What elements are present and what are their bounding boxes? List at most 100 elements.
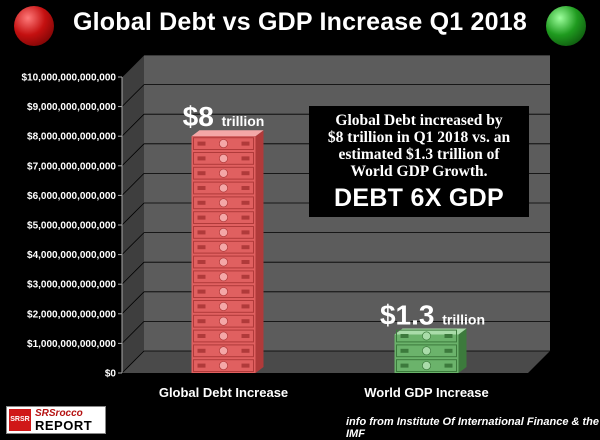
- logo-line-top: SRSrocco: [35, 408, 83, 419]
- source-note: info from Institute Of International Fin…: [346, 416, 600, 440]
- dollar-bill: [193, 300, 254, 313]
- bill-seal: [241, 141, 250, 146]
- bill-portrait: [219, 198, 228, 208]
- bill-seal: [400, 334, 409, 338]
- bar-value-label: $8 trillion: [183, 101, 265, 132]
- bill-seal: [241, 156, 250, 161]
- bill-seal: [241, 363, 250, 368]
- dollar-bill: [193, 329, 254, 343]
- dollar-bill: [193, 137, 254, 150]
- callout-line-1: Global Debt increased by: [335, 112, 503, 129]
- bar-world-gdp: $1.3 trillion World GDP Increase: [364, 300, 489, 400]
- bar-side-face: [458, 328, 467, 373]
- bill-portrait: [422, 346, 431, 356]
- bill-seal: [241, 289, 250, 294]
- bill-seal: [197, 348, 206, 353]
- bill-portrait: [219, 287, 228, 297]
- dollar-bill: [193, 166, 254, 180]
- bill-seal: [241, 200, 250, 205]
- bill-portrait: [219, 139, 228, 149]
- bill-portrait: [219, 301, 228, 311]
- bill-seal: [197, 141, 206, 146]
- dollar-bill: [193, 196, 254, 210]
- bill-seal: [241, 348, 250, 353]
- y-tick-label: $9,000,000,000,000: [27, 102, 116, 113]
- y-tick-label: $0: [105, 369, 117, 380]
- y-tick-label: $4,000,000,000,000: [27, 250, 116, 261]
- bill-seal: [444, 348, 453, 353]
- dollar-bill: [193, 270, 254, 284]
- bill-seal: [400, 348, 409, 353]
- bill-seal: [197, 334, 206, 338]
- bill-portrait: [219, 331, 228, 341]
- bill-seal: [197, 186, 206, 190]
- bill-seal: [241, 260, 250, 264]
- bill-seal: [197, 274, 206, 279]
- y-tick-label: $5,000,000,000,000: [27, 221, 116, 232]
- srsrocco-logo: SRSR SRSrocco REPORT: [6, 406, 106, 434]
- bill-seal: [197, 304, 206, 309]
- callout-line-4: World GDP Growth.: [350, 163, 488, 180]
- gridline-side: [121, 54, 145, 78]
- dollar-bill: [396, 359, 457, 373]
- dollar-bill: [193, 181, 254, 195]
- bill-portrait: [219, 272, 228, 282]
- dollar-bill: [193, 211, 254, 224]
- gridline-side: [121, 84, 145, 107]
- gridline-side: [121, 291, 145, 315]
- bill-portrait: [219, 168, 228, 178]
- dollar-bill: [193, 226, 254, 239]
- bill-seal: [444, 334, 453, 338]
- bill-portrait: [219, 316, 228, 326]
- dollar-bill: [193, 285, 254, 299]
- callout-line-2: $8 trillion in Q1 2018 vs. an: [327, 129, 511, 146]
- bill-seal: [400, 363, 409, 368]
- bill-seal: [241, 230, 250, 235]
- dollar-bill: [396, 344, 457, 358]
- bar-value-big: $8: [183, 101, 222, 132]
- gridline-side: [121, 232, 145, 255]
- bill-seal: [241, 186, 250, 190]
- gridline-side: [121, 143, 145, 167]
- y-tick-label: $1,000,000,000,000: [27, 339, 116, 350]
- gridline-side: [121, 113, 145, 137]
- dollar-bill: [193, 255, 254, 269]
- bar-value-big: $1.3: [380, 300, 442, 331]
- red-globe-icon: [14, 6, 54, 46]
- bill-seal: [241, 215, 250, 220]
- bill-portrait: [219, 361, 228, 371]
- gridline-side: [121, 261, 145, 285]
- bill-seal: [444, 363, 453, 368]
- gridline-side: [121, 350, 145, 374]
- y-tick-label: $2,000,000,000,000: [27, 309, 116, 320]
- y-tick-label: $3,000,000,000,000: [27, 280, 116, 291]
- bill-seal: [241, 334, 250, 338]
- dollar-bill: [193, 240, 254, 254]
- bill-seal: [241, 304, 250, 309]
- bill-portrait: [219, 346, 228, 356]
- bill-seal: [241, 245, 250, 250]
- bill-portrait: [422, 331, 431, 341]
- callout-emphasis: DEBT 6X GDP: [334, 184, 504, 212]
- y-tick-label: $7,000,000,000,000: [27, 161, 116, 172]
- bar-value-unit: trillion: [442, 312, 485, 328]
- logo-mark: SRSR: [9, 409, 31, 431]
- bill-portrait: [219, 183, 228, 193]
- bill-portrait: [219, 257, 228, 267]
- bar-top-face: [191, 130, 264, 137]
- dollar-bill: [193, 152, 254, 165]
- dollar-bill: [193, 359, 254, 373]
- chart-floor: [122, 351, 550, 373]
- x-category-label: World GDP Increase: [364, 385, 489, 400]
- chart-title: Global Debt vs GDP Increase Q1 2018: [73, 8, 527, 36]
- bar-global-debt: $8 trillion Global Debt Increase: [159, 101, 288, 400]
- y-tick-label: $6,000,000,000,000: [27, 191, 116, 202]
- dollar-bill: [193, 344, 254, 358]
- bill-portrait: [219, 153, 228, 163]
- gridline-side: [121, 173, 145, 196]
- bill-seal: [197, 230, 206, 235]
- callout-box: Global Debt increased by $8 trillion in …: [309, 106, 529, 217]
- x-category-label: Global Debt Increase: [159, 385, 288, 400]
